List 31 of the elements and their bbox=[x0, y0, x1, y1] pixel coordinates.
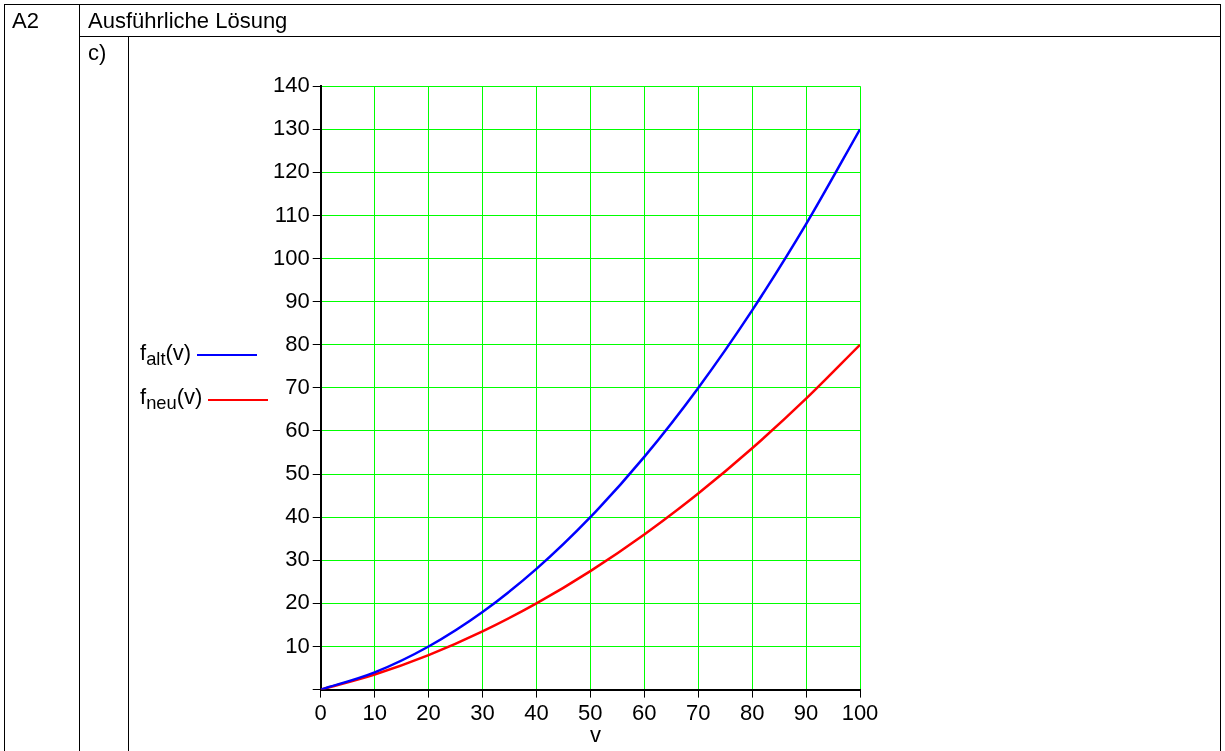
x-tick-label: 50 bbox=[578, 699, 603, 725]
x-tick-label: 100 bbox=[841, 699, 879, 725]
x-tick-label: 0 bbox=[314, 699, 327, 725]
y-tick-label: 80 bbox=[285, 330, 310, 356]
y-tick-label: 90 bbox=[285, 287, 310, 313]
y-tick-label: 140 bbox=[272, 72, 310, 98]
text: c) bbox=[88, 40, 107, 66]
x-tick-label: 40 bbox=[524, 699, 549, 725]
chart-title: Ausführliche Lösung bbox=[88, 8, 288, 34]
text: A2 bbox=[12, 8, 39, 34]
y-tick-label: 130 bbox=[272, 115, 310, 141]
y-tick-label: 40 bbox=[285, 503, 310, 529]
x-tick-label: 70 bbox=[685, 699, 711, 725]
x-tick-label: 30 bbox=[470, 699, 495, 725]
y-tick-label: 60 bbox=[285, 417, 310, 443]
y-tick-label: 70 bbox=[285, 373, 310, 399]
y-tick-label: 20 bbox=[285, 589, 310, 615]
x-tick-label: 20 bbox=[416, 699, 441, 725]
x-tick-label: 60 bbox=[632, 699, 657, 725]
x-tick-label: 10 bbox=[362, 699, 387, 725]
y-tick-label: 30 bbox=[285, 546, 310, 572]
y-tick-label: 110 bbox=[274, 201, 310, 227]
x-tick-label: 90 bbox=[793, 699, 819, 725]
legend-label: f$_{alt}$(v) bbox=[140, 340, 192, 371]
x-tick-label: 80 bbox=[739, 699, 765, 725]
y-tick-label: 10 bbox=[285, 632, 310, 658]
y-tick-label: 50 bbox=[285, 460, 310, 486]
y-tick-label: 100 bbox=[272, 244, 310, 270]
y-tick-label: 120 bbox=[272, 158, 310, 184]
legend-label: f$_{neu}$(v) bbox=[140, 384, 203, 415]
x-axis-title: v bbox=[590, 722, 601, 748]
